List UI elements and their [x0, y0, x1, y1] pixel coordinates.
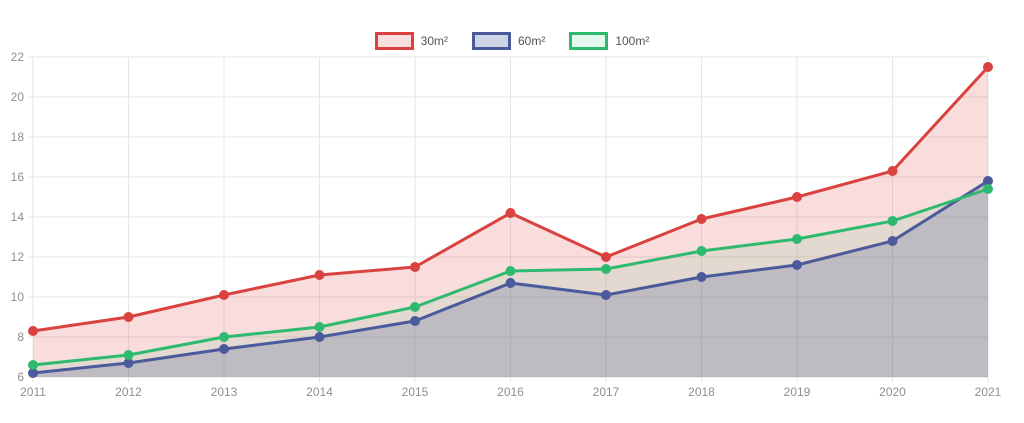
- legend-item-100m2[interactable]: 100m²: [569, 32, 649, 50]
- legend-label-60m2: 60m²: [517, 34, 546, 48]
- x-tick-label: 2020: [879, 385, 906, 399]
- chart-legend: 30m² 60m² 100m²: [0, 32, 1024, 50]
- y-tick-label: 14: [11, 210, 25, 224]
- point-60m²-2019[interactable]: [792, 260, 802, 270]
- point-30m²-2013[interactable]: [219, 290, 229, 300]
- point-100m²-2021[interactable]: [983, 184, 993, 194]
- point-60m²-2013[interactable]: [219, 344, 229, 354]
- legend-item-60m2[interactable]: 60m²: [471, 32, 546, 50]
- legend-swatch-100m2: [569, 32, 609, 50]
- x-tick-label: 2013: [211, 385, 238, 399]
- point-100m²-2011[interactable]: [28, 360, 38, 370]
- point-60m²-2018[interactable]: [696, 272, 707, 282]
- y-axis-labels: 22 20 18 16 14 12 10 8 6: [11, 50, 25, 384]
- point-100m²-2019[interactable]: [792, 234, 802, 244]
- x-tick-label: 2019: [784, 385, 811, 399]
- y-tick-label: 10: [11, 290, 25, 304]
- point-30m²-2021[interactable]: [983, 62, 993, 72]
- x-tick-label: 2016: [497, 385, 524, 399]
- point-60m²-2012[interactable]: [123, 358, 134, 368]
- x-tick-label: 2012: [115, 385, 142, 399]
- y-tick-label: 12: [11, 250, 25, 264]
- area-60m²: [33, 181, 988, 377]
- point-30m²-2012[interactable]: [123, 312, 134, 322]
- y-tick-label: 22: [11, 50, 25, 64]
- point-100m²-2016[interactable]: [505, 266, 516, 276]
- legend-swatch-60m2: [471, 32, 511, 50]
- y-tick-label: 16: [11, 170, 25, 184]
- x-tick-label: 2011: [20, 385, 46, 399]
- x-tick-label: 2015: [402, 385, 429, 399]
- y-tick-label: 8: [17, 330, 24, 344]
- legend-label-100m2: 100m²: [615, 34, 650, 48]
- point-60m²-2015[interactable]: [410, 316, 420, 326]
- point-30m²-2016[interactable]: [505, 208, 516, 218]
- point-100m²-2012[interactable]: [123, 350, 134, 360]
- x-tick-label: 2014: [306, 385, 333, 399]
- x-tick-label: 2021: [975, 385, 1002, 399]
- point-60m²-2011[interactable]: [28, 368, 38, 378]
- point-100m²-2020[interactable]: [887, 216, 898, 226]
- point-30m²-2017[interactable]: [601, 252, 611, 262]
- point-30m²-2019[interactable]: [792, 192, 802, 202]
- point-60m²-2021[interactable]: [983, 176, 993, 186]
- point-30m²-2018[interactable]: [696, 214, 707, 224]
- point-100m²-2013[interactable]: [219, 332, 229, 342]
- point-30m²-2015[interactable]: [410, 262, 420, 272]
- series-30m²[interactable]: [28, 62, 993, 336]
- y-tick-label: 18: [11, 130, 25, 144]
- point-30m²-2011[interactable]: [28, 326, 38, 336]
- point-100m²-2015[interactable]: [410, 302, 420, 312]
- point-60m²-2017[interactable]: [601, 290, 611, 300]
- x-tick-label: 2018: [688, 385, 715, 399]
- legend-label-30m2: 30m²: [420, 34, 448, 48]
- legend-item-30m2[interactable]: 30m²: [374, 32, 448, 50]
- x-tick-label: 2017: [593, 385, 620, 399]
- point-100m²-2014[interactable]: [314, 322, 325, 332]
- y-tick-label: 20: [11, 90, 25, 104]
- point-100m²-2017[interactable]: [601, 264, 611, 274]
- series-60m²[interactable]: [28, 176, 993, 378]
- point-60m²-2014[interactable]: [314, 332, 325, 342]
- point-30m²-2014[interactable]: [314, 270, 325, 280]
- point-100m²-2018[interactable]: [696, 246, 707, 256]
- area-30m²: [33, 67, 988, 377]
- point-60m²-2016[interactable]: [505, 278, 516, 288]
- legend-swatch-30m2: [374, 32, 414, 50]
- point-60m²-2020[interactable]: [887, 236, 898, 246]
- series-100m²[interactable]: [28, 184, 993, 370]
- x-axis-labels: 2011 2012 2013 2014 2015 2016 2017 2018 2019 2020…: [20, 385, 1002, 399]
- y-tick-label: 6: [17, 370, 24, 384]
- point-30m²-2020[interactable]: [887, 166, 898, 176]
